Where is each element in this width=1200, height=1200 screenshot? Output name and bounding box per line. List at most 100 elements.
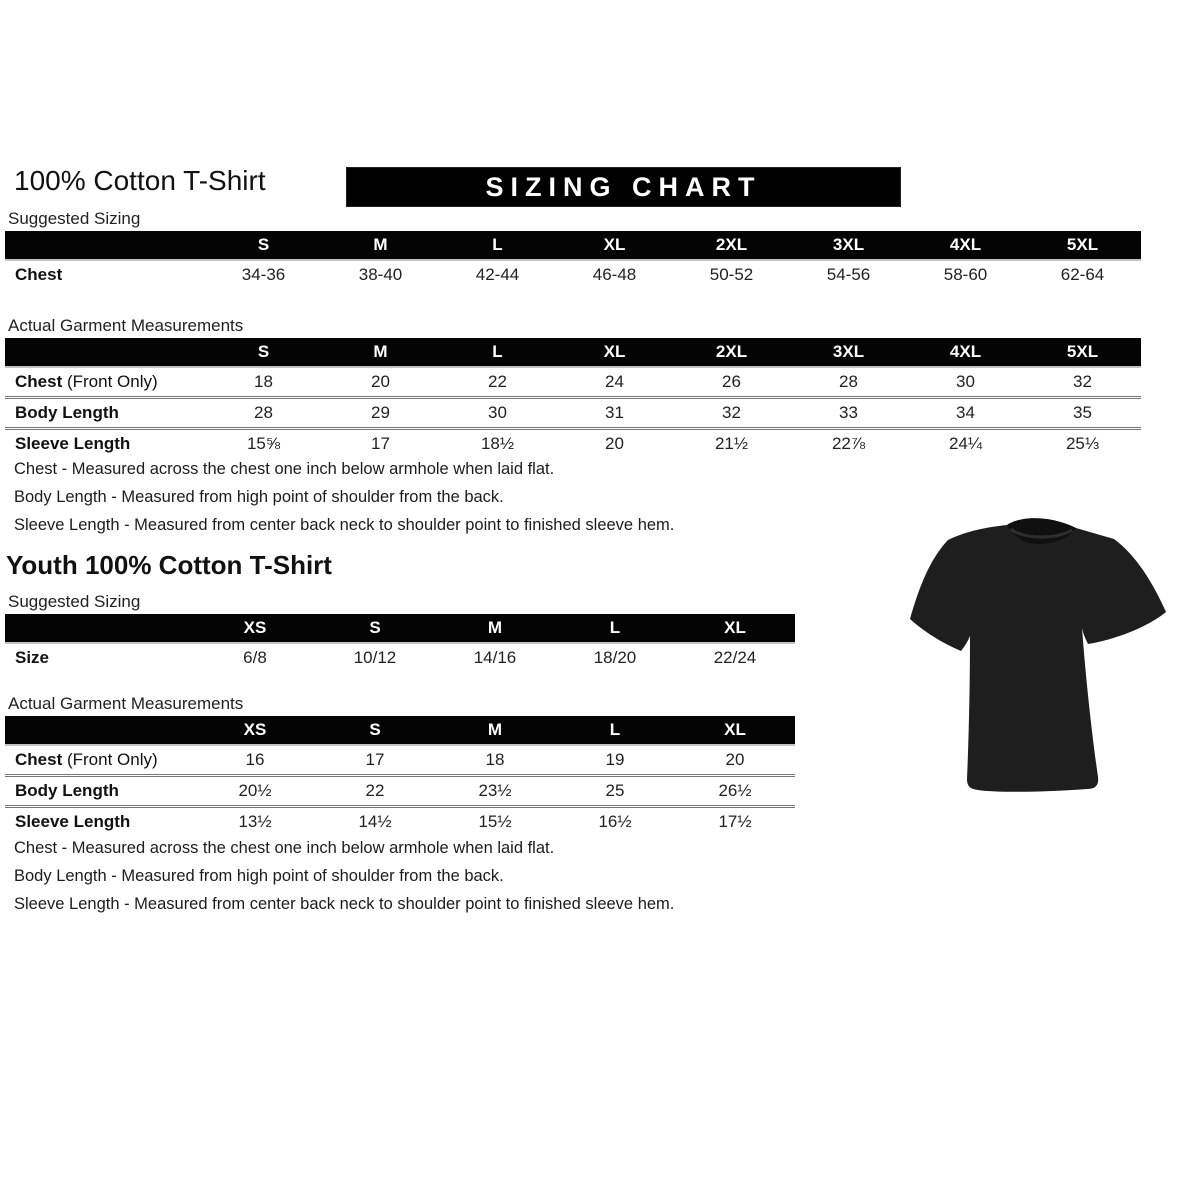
measurement-cell: 22 <box>315 774 435 807</box>
note-body-length: Body Length - Measured from high point o… <box>14 867 504 885</box>
measurement-cell: 17½ <box>675 805 795 836</box>
row-label: Body Length <box>5 774 195 807</box>
adult-measurement-notes: Chest - Measured across the chest one in… <box>14 455 674 539</box>
size-column-header: M <box>435 716 555 745</box>
measurement-cell: 32 <box>673 396 790 429</box>
measurement-cell: 20½ <box>195 774 315 807</box>
size-column-header: XL <box>675 716 795 745</box>
size-column-header: XL <box>556 338 673 367</box>
page-title: 100% Cotton T-Shirt <box>14 165 266 196</box>
youth-section-title: Youth 100% Cotton T-Shirt <box>6 550 332 580</box>
measurement-cell: 30 <box>907 366 1024 398</box>
measurement-cell: 20 <box>675 744 795 776</box>
measurement-cell: 54-56 <box>790 259 907 289</box>
row-label: Chest (Front Only) <box>5 366 205 398</box>
size-column-header: M <box>322 338 439 367</box>
size-header-row: S M L XL 2XL 3XL 4XL 5XL <box>5 231 1141 260</box>
measurement-cell: 14/16 <box>435 642 555 672</box>
youth-suggested-sizing-label: Suggested Sizing <box>8 592 141 611</box>
measurement-row: Size 6/8 10/12 14/16 18/20 22/24 <box>5 642 795 672</box>
measurement-cell: 18/20 <box>555 642 675 672</box>
size-column-header: L <box>439 338 556 367</box>
size-column-header: S <box>315 716 435 745</box>
header-corner-cell <box>5 338 205 367</box>
size-column-header: M <box>435 614 555 643</box>
sizing-chart-banner-label: SIZING CHART <box>485 171 762 202</box>
measurement-cell: 10/12 <box>315 642 435 672</box>
header-corner-cell <box>5 231 205 260</box>
note-sleeve-length: Sleeve Length - Measured from center bac… <box>14 516 675 534</box>
row-label: Sleeve Length <box>5 805 195 836</box>
measurement-cell: 38-40 <box>322 259 439 289</box>
measurement-cell: 22 <box>439 366 556 398</box>
row-label: Size <box>5 642 195 672</box>
size-column-header: 2XL <box>673 231 790 260</box>
measurement-cell: 23½ <box>435 774 555 807</box>
measurement-cell: 33 <box>790 396 907 429</box>
measurement-cell: 16½ <box>555 805 675 836</box>
measurement-cell: 25 <box>555 774 675 807</box>
measurement-cell: 18½ <box>439 427 556 458</box>
row-label: Chest <box>5 259 205 289</box>
measurement-row: Chest 34-36 38-40 42-44 46-48 50-52 54-56 58-60… <box>5 259 1141 289</box>
measurement-cell: 20 <box>556 427 673 458</box>
measurement-cell: 30 <box>439 396 556 429</box>
note-sleeve-length: Sleeve Length - Measured from center bac… <box>14 895 675 913</box>
measurement-cell: 34-36 <box>205 259 322 289</box>
sizing-chart-banner: SIZING CHART <box>346 167 901 207</box>
adult-actual-measurements-table: S M L XL 2XL 3XL 4XL 5XL Chest (Front Only) 18 20 2… <box>5 338 1141 458</box>
youth-actual-measurements-table: XS S M L XL Chest (Front Only) 16 17 18 19 20 Body … <box>5 716 795 836</box>
measurement-cell: 34 <box>907 396 1024 429</box>
measurement-cell: 24 <box>556 366 673 398</box>
measurement-cell: 32 <box>1024 366 1141 398</box>
youth-actual-measurements-label: Actual Garment Measurements <box>8 694 244 713</box>
note-chest: Chest - Measured across the chest one in… <box>14 460 555 478</box>
measurement-cell: 22⅞ <box>790 427 907 458</box>
measurement-cell: 46-48 <box>556 259 673 289</box>
header-corner-cell <box>5 614 195 643</box>
measurement-cell: 25⅓ <box>1024 427 1141 458</box>
header-corner-cell <box>5 716 195 745</box>
measurement-cell: 17 <box>315 744 435 776</box>
size-column-header: XL <box>556 231 673 260</box>
measurement-row: Chest (Front Only) 16 17 18 19 20 <box>5 744 795 776</box>
adult-actual-measurements-label: Actual Garment Measurements <box>8 316 244 335</box>
measurement-cell: 15⅝ <box>205 427 322 458</box>
note-chest: Chest - Measured across the chest one in… <box>14 839 555 857</box>
row-label: Body Length <box>5 396 205 429</box>
size-column-header: 5XL <box>1024 338 1141 367</box>
measurement-cell: 6/8 <box>195 642 315 672</box>
youth-measurement-notes: Chest - Measured across the chest one in… <box>14 834 674 918</box>
measurement-cell: 21½ <box>673 427 790 458</box>
youth-suggested-sizing-table: XS S M L XL Size 6/8 10/12 14/16 18/20 22/24 <box>5 614 795 672</box>
measurement-cell: 28 <box>790 366 907 398</box>
size-column-header: 3XL <box>790 231 907 260</box>
measurement-cell: 58-60 <box>907 259 1024 289</box>
size-column-header: 4XL <box>907 338 1024 367</box>
measurement-cell: 16 <box>195 744 315 776</box>
measurement-cell: 42-44 <box>439 259 556 289</box>
size-column-header: 4XL <box>907 231 1024 260</box>
measurement-cell: 62-64 <box>1024 259 1141 289</box>
size-column-header: L <box>555 716 675 745</box>
measurement-cell: 13½ <box>195 805 315 836</box>
size-column-header: S <box>205 338 322 367</box>
size-column-header: 3XL <box>790 338 907 367</box>
measurement-cell: 31 <box>556 396 673 429</box>
measurement-row: Chest (Front Only) 18 20 22 24 26 28 30 32 <box>5 366 1141 398</box>
row-label: Chest (Front Only) <box>5 744 195 776</box>
size-header-row: XS S M L XL <box>5 614 795 643</box>
size-column-header: XS <box>195 614 315 643</box>
note-body-length: Body Length - Measured from high point o… <box>14 488 504 506</box>
size-column-header: L <box>555 614 675 643</box>
measurement-cell: 50-52 <box>673 259 790 289</box>
size-column-header: S <box>205 231 322 260</box>
adult-suggested-sizing-table: S M L XL 2XL 3XL 4XL 5XL Chest 34-36 38-40 42-44 46-… <box>5 231 1141 289</box>
measurement-cell: 18 <box>435 744 555 776</box>
size-column-header: M <box>322 231 439 260</box>
row-label: Sleeve Length <box>5 427 205 458</box>
measurement-cell: 35 <box>1024 396 1141 429</box>
size-column-header: 5XL <box>1024 231 1141 260</box>
measurement-cell: 29 <box>322 396 439 429</box>
